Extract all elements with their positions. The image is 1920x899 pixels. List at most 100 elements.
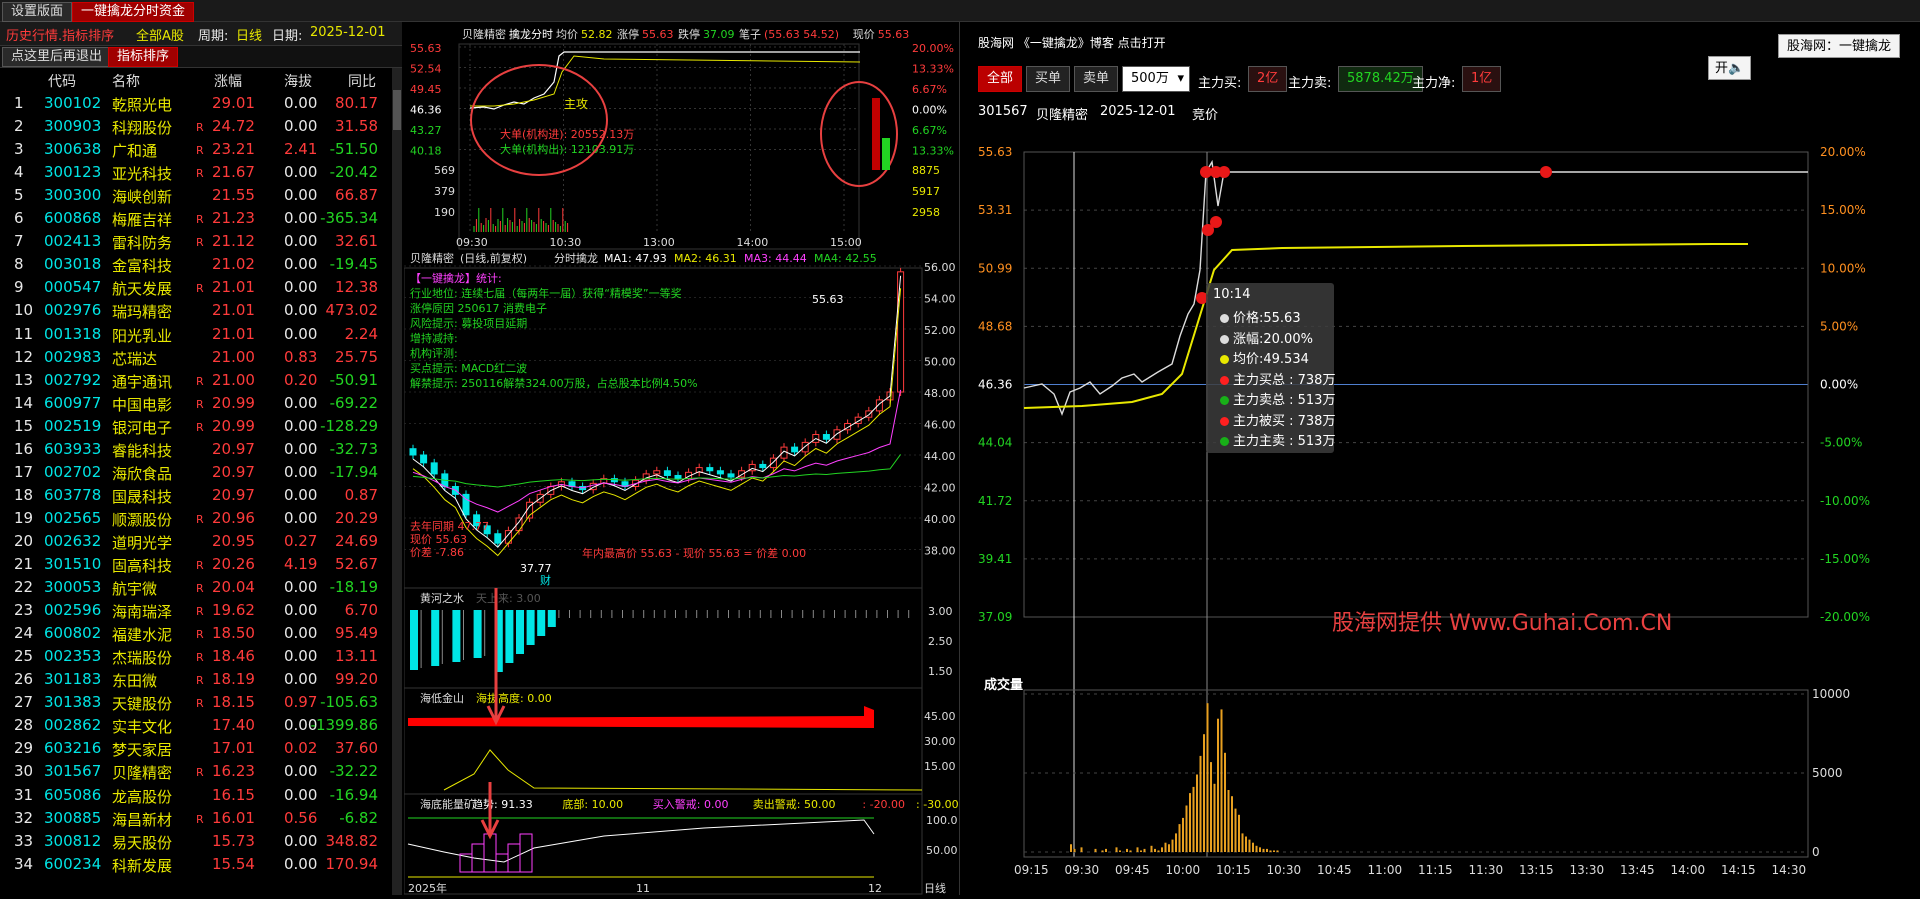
col-change[interactable]: 涨幅 xyxy=(214,74,242,90)
intraday-pct-tick: 6.67% xyxy=(912,83,947,96)
row-name: 银河电子 xyxy=(112,418,173,437)
table-row[interactable]: 13 002792 通宇通讯 R 21.00 0.20 -50.91 xyxy=(0,369,392,392)
table-row[interactable]: 23 002596 海南瑞泽 R 19.62 0.00 6.70 xyxy=(0,599,392,622)
row-change: 21.67 xyxy=(212,163,255,182)
table-row[interactable]: 27 301383 天键股份 R 18.15 0.97 -105.63 xyxy=(0,691,392,714)
table-row[interactable]: 8 003018 金富科技 21.02 0.00 -19.45 xyxy=(0,253,392,276)
col-name[interactable]: 名称 xyxy=(112,74,140,90)
ma2-line xyxy=(412,288,902,557)
kline-price-tick: 54.00 xyxy=(924,293,956,306)
row-code: 301383 xyxy=(44,693,102,712)
intraday-price-tick: 43.27 xyxy=(410,124,442,137)
table-row[interactable]: 5 300300 海峡创新 21.55 0.00 66.87 xyxy=(0,184,392,207)
sort-tab[interactable]: 指标排序 xyxy=(108,47,179,67)
table-row[interactable]: 33 300812 易天股份 15.73 0.00 348.82 xyxy=(0,830,392,853)
table-row[interactable]: 15 002519 银河电子 R 20.99 0.00 -128.29 xyxy=(0,415,392,438)
row-r-tag: R xyxy=(196,651,204,665)
table-row[interactable]: 32 300885 海昌新材 R 16.01 0.56 -6.82 xyxy=(0,807,392,830)
table-row[interactable]: 26 301183 东田微 R 18.19 0.00 99.20 xyxy=(0,668,392,691)
table-row[interactable]: 19 002565 顺灏股份 R 20.96 0.00 20.29 xyxy=(0,507,392,530)
row-code: 300885 xyxy=(44,808,102,827)
tab-layout-settings[interactable]: 设置版面 xyxy=(2,2,73,22)
table-row[interactable]: 11 001318 阳光乳业 21.01 0.00 2.24 xyxy=(0,323,392,346)
table-row[interactable]: 20 002632 道明光学 20.95 0.27 24.69 xyxy=(0,530,392,553)
row-name: 芯瑞达 xyxy=(112,349,158,368)
ranking-scrollbar[interactable] xyxy=(392,68,402,895)
row-r-tag: R xyxy=(196,167,204,181)
table-row[interactable]: 6 600868 梅雁吉祥 R 21.23 0.00 -365.34 xyxy=(0,207,392,230)
row-index: 22 xyxy=(14,578,34,597)
table-row[interactable]: 3 300638 广和通 R 23.21 2.41 -51.50 xyxy=(0,138,392,161)
table-row[interactable]: 24 600802 福建水泥 R 18.50 0.00 95.49 xyxy=(0,622,392,645)
table-row[interactable]: 29 603216 梦天家居 17.01 0.02 37.60 xyxy=(0,737,392,760)
trade-dot xyxy=(1210,216,1222,228)
intraday-price-tick: 55.63 xyxy=(410,42,442,55)
table-row[interactable]: 10 002976 瑞玛精密 21.01 0.00 473.02 xyxy=(0,299,392,322)
col-haiba[interactable]: 海拔 xyxy=(284,74,312,90)
table-row[interactable]: 12 002983 芯瑞达 21.00 0.83 25.75 xyxy=(0,346,392,369)
row-change: 20.04 xyxy=(212,578,255,597)
time-tick: 10:15 xyxy=(1216,863,1251,877)
col-code[interactable]: 代码 xyxy=(48,74,76,90)
scroll-thumb[interactable] xyxy=(393,90,401,130)
sub2-tick: 30.00 xyxy=(924,735,956,748)
volume-title: 成交量 xyxy=(984,678,1024,693)
row-change: 18.15 xyxy=(212,693,255,712)
table-row[interactable]: 22 300053 航宇微 R 20.04 0.00 -18.19 xyxy=(0,576,392,599)
blog-link[interactable]: 股海网 《一键擒龙》博客 点击打开 xyxy=(978,36,1166,50)
table-row[interactable]: 7 002413 雷科防务 R 21.12 0.00 32.61 xyxy=(0,230,392,253)
sub1-bar xyxy=(844,610,846,618)
row-r-tag: R xyxy=(196,397,204,411)
date-value[interactable]: 2025-12-01 xyxy=(310,25,386,40)
tab-yijian-qinlong[interactable]: 一键擒龙分时资金 xyxy=(72,2,195,22)
sub1-bar xyxy=(791,610,793,618)
table-row[interactable]: 34 600234 科新发展 15.54 0.00 170.94 xyxy=(0,853,392,876)
sub1-bar xyxy=(696,610,698,618)
table-row[interactable]: 28 002862 实丰文化 17.40 0.00 -1399.86 xyxy=(0,714,392,737)
row-haiba: 0.00 xyxy=(284,186,318,205)
table-row[interactable]: 4 300123 亚光科技 R 21.67 0.00 -20.42 xyxy=(0,161,392,184)
table-row[interactable]: 30 301567 贝隆精密 R 16.23 0.00 -32.22 xyxy=(0,760,392,783)
table-row[interactable]: 25 002353 杰瑞股份 R 18.46 0.00 13.11 xyxy=(0,645,392,668)
table-row[interactable]: 17 002702 海欣食品 20.97 0.00 -17.94 xyxy=(0,461,392,484)
intraday-price-tick: 46.36 xyxy=(410,104,442,117)
row-name: 广和通 xyxy=(112,142,158,161)
table-row[interactable]: 21 301510 固高科技 R 20.26 4.19 52.67 xyxy=(0,553,392,576)
candle-body xyxy=(483,525,491,535)
filter-sell[interactable]: 卖单 xyxy=(1074,66,1119,92)
volume-bar xyxy=(1210,762,1212,852)
history-title[interactable]: 历史行情.指标排序 xyxy=(6,29,115,44)
table-row[interactable]: 16 603933 睿能科技 20.97 0.00 -32.73 xyxy=(0,438,392,461)
row-index: 20 xyxy=(14,531,34,550)
brand-button[interactable]: 股海网：一键擒龙 xyxy=(1778,34,1901,58)
row-code: 600802 xyxy=(44,624,102,643)
table-row[interactable]: 2 300903 科翔股份 R 24.72 0.00 31.58 xyxy=(0,115,392,138)
switch-button[interactable]: 开🔈 xyxy=(1708,56,1752,80)
col-yoy[interactable]: 同比 xyxy=(348,74,376,90)
size-select[interactable]: 500万 ▾ xyxy=(1122,66,1190,92)
period-value[interactable]: 日线 xyxy=(236,29,263,44)
filter-buy[interactable]: 买单 xyxy=(1026,66,1071,92)
kline-info-line: 机构评测: xyxy=(410,346,458,360)
exit-tab[interactable]: 点这里后再退出 xyxy=(2,47,112,67)
table-row[interactable]: 9 000547 航天发展 R 21.01 0.00 12.38 xyxy=(0,276,392,299)
row-name: 海峡创新 xyxy=(112,188,173,207)
sub1-bar xyxy=(728,610,729,618)
row-change: 15.73 xyxy=(212,831,255,850)
row-code: 002596 xyxy=(44,601,102,620)
candle-body xyxy=(738,470,746,478)
row-index: 31 xyxy=(14,785,34,804)
kline-cai-marker: 财 xyxy=(540,573,551,587)
volume-bar xyxy=(1129,850,1132,852)
intraday-header-text: 52.82 xyxy=(581,28,613,41)
filter-all[interactable]: 全部 xyxy=(978,66,1023,92)
scope-label[interactable]: 全部A股 xyxy=(136,29,184,44)
kline-yearhigh-note: 年内最高价 55.63 - 现价 55.63 = 价差 0.00 xyxy=(582,546,806,560)
row-haiba: 0.00 xyxy=(284,785,318,804)
candle-body xyxy=(844,423,852,431)
table-row[interactable]: 14 600977 中国电影 R 20.99 0.00 -69.22 xyxy=(0,392,392,415)
table-row[interactable]: 31 605086 龙高股份 16.15 0.00 -16.94 xyxy=(0,784,392,807)
time-tick: 11:30 xyxy=(1469,863,1504,877)
table-row[interactable]: 18 603778 国晟科技 20.97 0.00 0.87 xyxy=(0,484,392,507)
table-row[interactable]: 1 300102 乾照光电 29.01 0.00 80.17 xyxy=(0,92,392,115)
